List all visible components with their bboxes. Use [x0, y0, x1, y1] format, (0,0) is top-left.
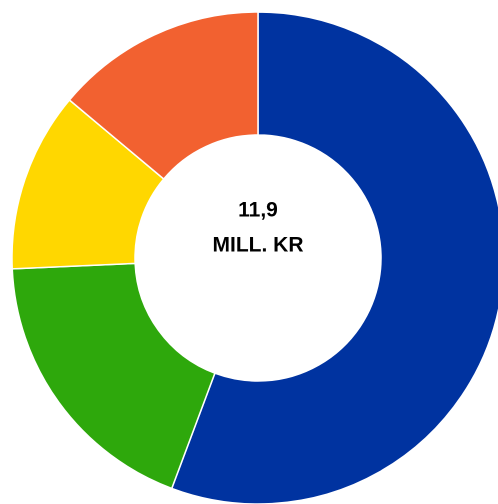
- donut-slice: [68, 11, 259, 181]
- center-unit: MILL. KR: [213, 234, 304, 257]
- donut: [11, 11, 498, 504]
- donut-slice: [11, 262, 216, 490]
- center-value: 11,9: [238, 199, 278, 222]
